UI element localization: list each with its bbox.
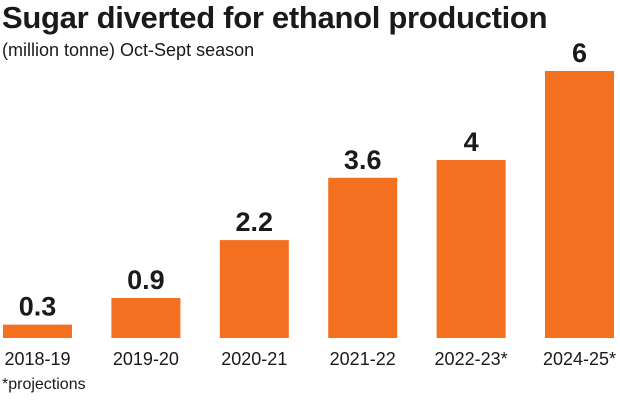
bar-2020-21 [219,240,289,338]
value-label-2024-25*: 6 [572,38,587,68]
value-label-2020-21: 2.2 [236,207,274,237]
footnote: *projections [2,376,86,393]
chart-subtitle: (million tonne) Oct-Sept season [2,40,255,60]
x-tick-2018-19: 2018-19 [4,349,70,369]
value-label-2018-19: 0.3 [19,292,57,322]
x-tick-2019-20: 2019-20 [113,349,179,369]
x-tick-2020-21: 2020-21 [221,349,287,369]
bar-2022-23* [436,160,506,338]
chart-title: Sugar diverted for ethanol production [2,0,548,35]
bar-2018-19 [3,324,72,338]
bar-group: 0.3 2018-19 0.9 2019-20 2.2 2020-21 3.6 2021-22… [3,38,616,369]
value-label-2019-20: 0.9 [127,265,165,295]
x-tick-2024-25*: 2024-25* [543,349,616,369]
value-label-2021-22: 3.6 [344,145,382,175]
x-tick-2021-22: 2021-22 [330,349,396,369]
value-label-2022-23*: 4 [464,127,479,157]
bar-2019-20 [111,297,181,338]
bar-2024-25* [545,71,614,338]
bar-2021-22 [328,177,398,338]
x-tick-2022-23*: 2022-23* [435,349,508,369]
